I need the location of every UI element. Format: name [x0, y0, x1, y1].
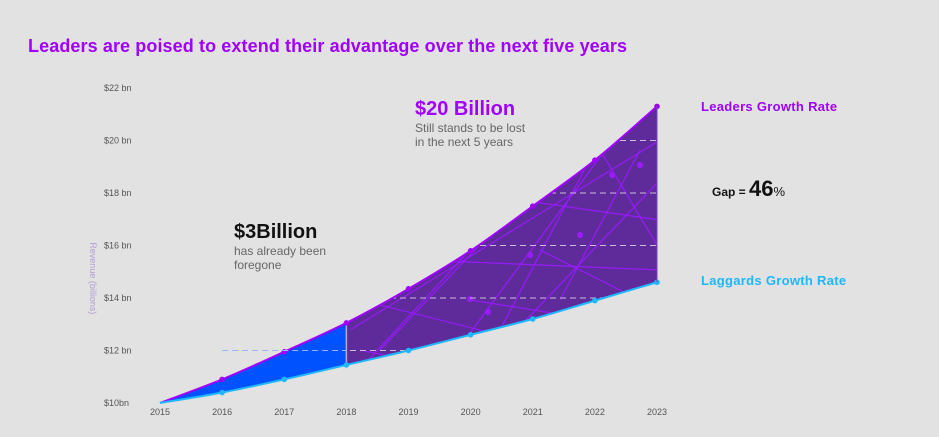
- x-tick-label: 2021: [523, 407, 543, 417]
- future-loss-annotation: $20 Billion Still stands to be lost in t…: [415, 98, 525, 149]
- laggards-point: [592, 297, 598, 304]
- y-tick-label: $14 bn: [104, 293, 132, 303]
- gap-readout: Gap = 46%: [712, 176, 785, 202]
- future-loss-headline: $20 Billion: [415, 98, 516, 120]
- mesh-line: [419, 259, 657, 271]
- mesh-node: [485, 309, 491, 315]
- x-tick-label: 2019: [398, 407, 418, 417]
- gap-unit: %: [773, 184, 786, 199]
- y-axis: $10bn $12 bn $14 bn $16 bn $18 bn $20 bn $22 b…: [104, 83, 132, 408]
- x-tick-label: 2016: [212, 407, 232, 417]
- mesh-node: [577, 232, 583, 238]
- x-axis: 2015 2016 2017 2018 2019 2020 2021 2022 2023: [150, 407, 667, 417]
- x-tick-label: 2017: [274, 407, 294, 417]
- legend-laggards: Laggards Growth Rate: [701, 273, 847, 288]
- y-tick-label: $12 bn: [104, 346, 132, 356]
- mesh-line: [349, 249, 471, 365]
- mesh-line: [519, 199, 657, 221]
- laggards-point: [343, 362, 350, 368]
- mesh-node: [527, 252, 533, 258]
- y-tick-label: $18 bn: [104, 188, 132, 198]
- y-tick-label: $22 bn: [104, 83, 132, 93]
- laggards-point: [219, 389, 225, 396]
- x-tick-label: 2020: [461, 407, 481, 417]
- y-tick-label: $20 bn: [104, 136, 132, 146]
- mesh-line: [599, 149, 657, 251]
- future-loss-line1: Still stands to be lost: [415, 121, 526, 135]
- past-loss-annotation: $3Billion has already been foregone: [234, 221, 326, 272]
- laggards-line: [159, 281, 658, 404]
- mesh-line: [359, 349, 601, 365]
- past-loss-line1: has already been: [234, 244, 327, 258]
- x-tick-label: 2015: [150, 407, 170, 417]
- gap-value: 46: [749, 176, 774, 201]
- leaders-point: [219, 376, 225, 383]
- laggards-point: [467, 331, 474, 338]
- gap-label: Gap =: [712, 185, 750, 199]
- laggards-point: [529, 316, 536, 322]
- future-loss-line2: in the next 5 years: [415, 135, 514, 149]
- laggards-point: [405, 347, 412, 354]
- past-loss-area: [160, 322, 347, 403]
- leaders-point: [467, 247, 474, 254]
- y-axis-label: Revenue (billions): [88, 242, 98, 314]
- data-points: [219, 103, 660, 396]
- mesh-line: [499, 139, 601, 331]
- y-tick-label: $16 bn: [104, 241, 132, 251]
- mesh-line: [559, 149, 641, 301]
- legend-leaders: Leaders Growth Rate: [701, 99, 838, 114]
- mesh-node: [637, 162, 643, 168]
- y-tick-label: $10bn: [104, 398, 129, 408]
- leaders-point: [281, 349, 288, 355]
- x-tick-label: 2018: [336, 407, 356, 417]
- leaders-point: [405, 286, 412, 292]
- leaders-point: [592, 157, 598, 163]
- past-loss-line2: foregone: [234, 258, 282, 272]
- x-tick-label: 2023: [647, 407, 667, 417]
- past-loss-headline: $3Billion: [234, 221, 318, 243]
- laggards-point: [281, 376, 288, 383]
- mesh-node: [467, 296, 473, 302]
- leaders-point: [529, 203, 536, 209]
- chart-title: Leaders are poised to extend their advan…: [28, 36, 628, 56]
- leaders-point: [343, 320, 350, 326]
- x-tick-label: 2022: [585, 407, 605, 417]
- mesh-line: [439, 179, 657, 365]
- mesh-node: [609, 172, 615, 178]
